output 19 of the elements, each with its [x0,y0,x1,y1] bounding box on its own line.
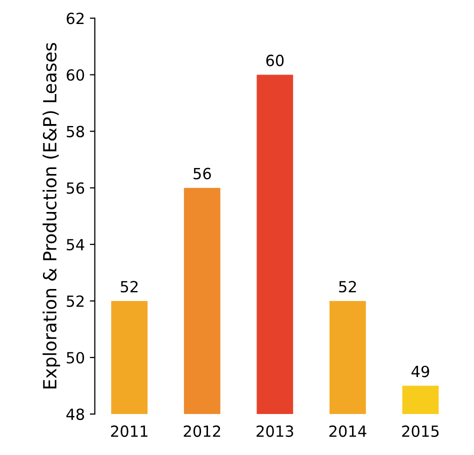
y-tick-label: 48 [66,408,84,420]
data-label: 60 [266,54,284,66]
y-tick-label: 56 [66,182,84,194]
x-tick-label: 2013 [256,425,294,437]
data-label: 52 [120,280,138,292]
y-tick-label: 60 [66,69,84,81]
y-tick-label: 62 [66,12,84,24]
y-tick-label: 52 [66,295,84,307]
y-tick-label: 54 [66,239,84,250]
data-label: 49 [412,366,430,378]
y-tick-label: 58 [66,126,84,138]
x-tick-label: 2012 [184,425,220,437]
data-label: 52 [339,280,356,292]
x-tick-label: 2014 [329,425,366,437]
x-tick-label: 2015 [402,425,439,437]
x-tick-label: 2011 [111,425,148,437]
data-label: 56 [194,168,211,180]
y-tick-label: 50 [66,352,84,364]
y-axis-title: Exploration & Production (E&P) Leases [42,42,60,388]
